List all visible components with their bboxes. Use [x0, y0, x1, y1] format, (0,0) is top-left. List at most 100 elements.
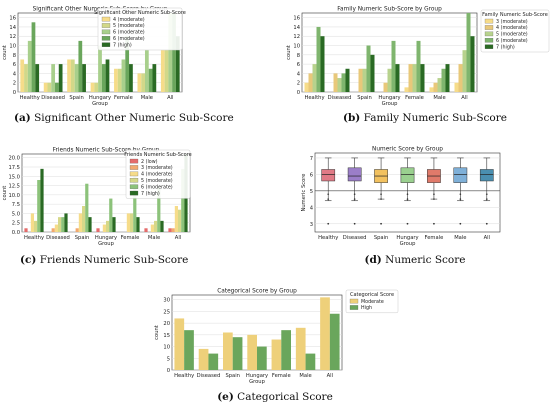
- c4-bar: [295, 327, 306, 370]
- c1-bar: [333, 73, 338, 92]
- c2-bar: [37, 180, 41, 232]
- c2-legend-title: Friends Numeric Sub-Score: [124, 152, 192, 158]
- c4-x-tick-label: Hungary Group: [246, 373, 268, 385]
- c2-x-tick-label-line: Hungary: [95, 235, 117, 241]
- c3-outlier-point: [380, 222, 382, 225]
- c2-bar: [30, 213, 34, 232]
- caption-e-tag: (e): [217, 391, 234, 403]
- c2-y-axis-label: count: [2, 186, 8, 201]
- c2-x-tick-label: Hungary Group: [95, 235, 117, 247]
- c0-x-tick-label: Female: [114, 95, 133, 101]
- c1-bar: [312, 64, 317, 92]
- c2-bar: [82, 206, 86, 232]
- chart-friends: 0.0 2.5 5.0 7.5 10.0 12.5 15.0 17.5 20.0 Friends …: [0, 140, 200, 248]
- c3-box: [400, 167, 415, 183]
- c0-bar: [148, 68, 153, 92]
- c0-bar: [168, 13, 173, 92]
- c1-x-tick-label: Spain: [357, 95, 372, 101]
- c4-y-axis-label: count: [154, 325, 160, 340]
- c1-bar: [470, 36, 475, 92]
- c4-y-tick-label: 30: [163, 298, 170, 304]
- c1-legend-label: 5 (moderate): [496, 32, 528, 38]
- c4-bar: [281, 330, 291, 370]
- c1-chart-title: Family Numeric Sub-Score by Group: [337, 7, 442, 13]
- c3-flier-point: [459, 193, 462, 195]
- c0-bar: [27, 40, 32, 92]
- c2-legend-swatch: [129, 171, 139, 177]
- c1-bar: [420, 64, 425, 92]
- c4-bar: [232, 337, 243, 370]
- c2-x-tick-label: Healthy: [24, 235, 44, 241]
- c0-legend-swatch: [101, 42, 111, 47]
- c1-bar: [341, 73, 346, 92]
- c2-y-tick-label: 0.0: [12, 230, 20, 236]
- c3-box: [479, 169, 494, 182]
- c3-flier-point: [327, 198, 330, 200]
- c0-y-tick-label: 4: [13, 71, 17, 77]
- c3-flier-point: [406, 198, 409, 200]
- c4-x-tick-label: Female: [272, 373, 291, 379]
- c3-outlier-point: [459, 222, 462, 225]
- chart-friends-svg: 0.0 2.5 5.0 7.5 10.0 12.5 15.0 17.5 20.0 Friends …: [2, 148, 192, 247]
- c0-legend-label: 6 (moderate): [113, 36, 145, 42]
- c0-bar: [160, 50, 165, 92]
- c1-y-tick-label: 6: [297, 62, 300, 68]
- c0-bar: [101, 64, 106, 92]
- c1-x-tick-label: Diseased: [328, 95, 352, 101]
- c3-y-tick-label: 5: [310, 189, 313, 195]
- c2-bar: [106, 220, 110, 232]
- chart-family: 0 2 4 6 8 10 12 14 16 Family Numeric Sub-Score by…: [285, 0, 550, 108]
- c2-legend-label: 7 (high): [141, 191, 160, 197]
- c1-y-tick-label: 10: [293, 44, 300, 50]
- c2-bar: [85, 183, 89, 232]
- c4-bar: [223, 332, 233, 370]
- c1-bar: [370, 54, 375, 92]
- caption-b-tag: (b): [343, 112, 361, 124]
- c0-x-tick-label-line: Group: [92, 101, 108, 107]
- caption-a: (a) Significant Other Numeric Sub-Score: [14, 112, 234, 124]
- c0-bar: [141, 73, 145, 92]
- c0-y-tick-label: 2: [13, 81, 16, 87]
- c4-x-tick-label: All: [327, 373, 333, 379]
- c0-bar: [172, 13, 176, 92]
- chart-categorical-svg: 0 5 10 15 20 25 30 Categorical Score by Group co…: [154, 289, 399, 385]
- c3-y-tick-label: 3: [310, 222, 313, 228]
- c2-bar: [54, 224, 58, 232]
- c1-bar: [412, 64, 417, 92]
- c2-bar: [75, 228, 79, 232]
- c4-bar: [174, 318, 185, 370]
- c2-bar: [64, 213, 68, 232]
- c0-bar: [90, 82, 95, 92]
- c2-legend-label: 5 (moderate): [141, 178, 173, 184]
- c0-bar: [94, 82, 99, 92]
- c2-bar: [61, 217, 65, 232]
- c2-bar: [58, 217, 62, 232]
- caption-b-text: Family Numeric Sub-Score: [363, 112, 507, 124]
- c2-bar: [78, 213, 82, 232]
- c1-bar: [416, 40, 421, 92]
- c1-x-tick-label-line: Hungary: [378, 95, 400, 101]
- c2-legend-label: 2 (low): [141, 159, 158, 165]
- c0-y-tick-label: 0: [13, 90, 16, 96]
- c1-bar: [358, 68, 363, 92]
- c0-legend-label: 6 (moderate): [113, 30, 145, 36]
- caption-b: (b) Family Numeric Sub-Score: [325, 112, 525, 124]
- c0-y-tick-label: 16: [9, 16, 16, 22]
- c4-bar: [271, 339, 282, 370]
- c1-legend-label: 6 (moderate): [496, 38, 528, 44]
- caption-a-text: Significant Other Numeric Sub-Score: [34, 112, 234, 124]
- c0-legend-swatch: [101, 16, 111, 22]
- c0-bar: [121, 59, 126, 92]
- c1-legend-swatch: [484, 38, 494, 43]
- c1-bar: [337, 78, 342, 92]
- c2-bar: [160, 220, 164, 232]
- c3-flier-point: [433, 198, 435, 200]
- c1-legend-swatch: [484, 44, 494, 49]
- c0-bar: [105, 59, 110, 92]
- chart-family-svg: 0 2 4 6 8 10 12 14 16 Family Numeric Sub-Score by…: [286, 7, 550, 107]
- caption-c-tag: (c): [20, 254, 37, 266]
- c4-legend-swatch: [349, 305, 359, 310]
- c1-bar: [441, 68, 446, 92]
- c0-bar: [117, 68, 122, 92]
- c4-chart-title: Categorical Score by Group: [217, 289, 297, 295]
